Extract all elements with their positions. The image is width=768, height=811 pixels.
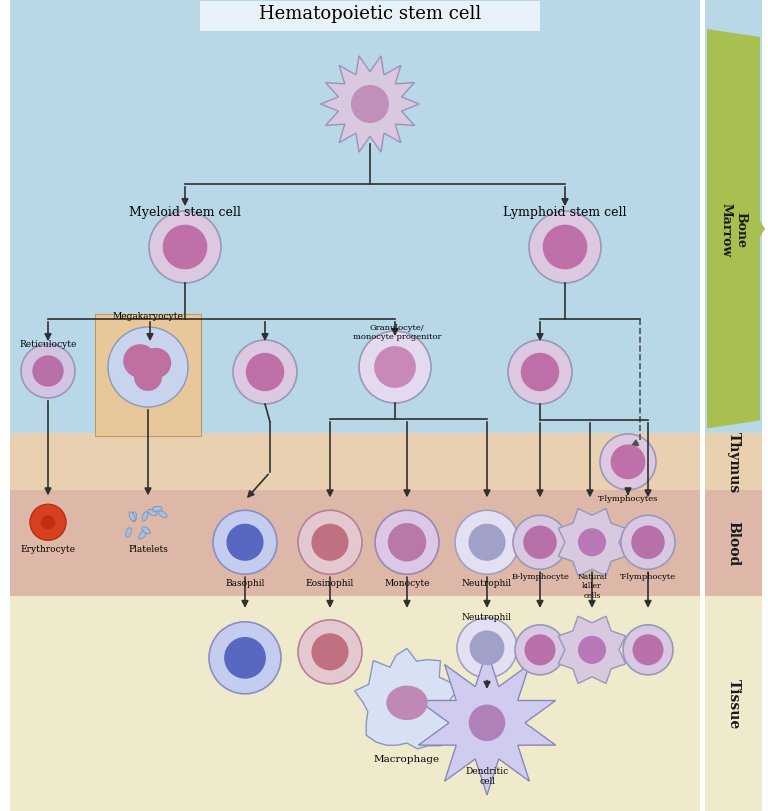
Polygon shape (419, 650, 556, 795)
Ellipse shape (126, 528, 131, 538)
Text: Myeloid stem cell: Myeloid stem cell (129, 206, 241, 219)
Circle shape (351, 86, 389, 124)
Ellipse shape (147, 510, 157, 517)
Bar (10, 596, 700, 811)
Text: Reticulocyte: Reticulocyte (19, 340, 77, 349)
Circle shape (163, 225, 207, 270)
Text: Platelets: Platelets (128, 545, 168, 554)
Text: Blood: Blood (727, 521, 740, 566)
Circle shape (388, 523, 426, 562)
Bar (10, 0, 700, 434)
Text: Megakaryocyte: Megakaryocyte (113, 311, 184, 320)
Text: Neutrophil: Neutrophil (462, 612, 512, 621)
Ellipse shape (158, 511, 167, 518)
Circle shape (529, 212, 601, 284)
Circle shape (213, 511, 277, 574)
Circle shape (246, 354, 284, 392)
Bar (705, 434, 762, 491)
Polygon shape (558, 616, 626, 684)
Text: Basophil: Basophil (225, 578, 265, 587)
Circle shape (149, 212, 221, 284)
Text: Macrophage: Macrophage (374, 754, 440, 763)
Circle shape (41, 516, 55, 530)
Bar (705, 0, 762, 434)
Circle shape (298, 511, 362, 574)
Circle shape (578, 529, 606, 556)
Ellipse shape (152, 507, 162, 512)
Circle shape (209, 622, 281, 694)
Circle shape (623, 625, 673, 675)
Ellipse shape (142, 512, 148, 521)
Text: Granulocyte/
monocyte progenitor: Granulocyte/ monocyte progenitor (353, 324, 442, 341)
Polygon shape (355, 649, 458, 749)
Ellipse shape (139, 531, 146, 539)
Circle shape (513, 516, 567, 569)
Circle shape (457, 618, 517, 678)
Circle shape (30, 504, 66, 541)
Bar (10, 491, 700, 596)
Text: B-lymphocyte: B-lymphocyte (511, 573, 569, 581)
Text: Natural
killer
cells: Natural killer cells (578, 573, 607, 599)
Bar (10, 434, 700, 491)
Circle shape (523, 526, 557, 560)
Circle shape (224, 637, 266, 679)
Circle shape (298, 620, 362, 684)
Circle shape (374, 346, 416, 388)
Circle shape (543, 225, 588, 270)
Circle shape (578, 636, 606, 664)
Circle shape (611, 445, 645, 479)
Polygon shape (558, 509, 626, 577)
Circle shape (21, 345, 75, 398)
Circle shape (633, 634, 664, 666)
Circle shape (108, 328, 188, 407)
Text: T-lymphocytes: T-lymphocytes (598, 494, 658, 502)
Ellipse shape (131, 513, 137, 522)
Circle shape (468, 524, 505, 561)
Circle shape (455, 511, 519, 574)
Bar (200, 2, 540, 32)
Circle shape (468, 705, 505, 741)
Circle shape (227, 524, 263, 561)
Circle shape (375, 511, 439, 574)
Text: Dendritic
cell: Dendritic cell (465, 766, 508, 785)
Text: Hematopoietic stem cell: Hematopoietic stem cell (259, 5, 481, 23)
Circle shape (631, 526, 665, 560)
Ellipse shape (129, 512, 135, 521)
Circle shape (141, 349, 171, 379)
Text: Eosinophil: Eosinophil (306, 578, 354, 587)
Circle shape (312, 524, 349, 561)
Ellipse shape (386, 686, 428, 720)
Circle shape (359, 332, 431, 404)
Bar (705, 491, 762, 596)
Circle shape (621, 516, 675, 569)
Ellipse shape (142, 527, 151, 534)
Circle shape (508, 341, 572, 405)
Text: Tissue: Tissue (727, 679, 740, 728)
Circle shape (521, 354, 559, 392)
Bar (705, 596, 762, 811)
Polygon shape (707, 30, 765, 429)
Circle shape (525, 634, 555, 666)
FancyBboxPatch shape (95, 315, 201, 436)
Circle shape (600, 435, 656, 490)
Circle shape (233, 341, 297, 405)
Circle shape (312, 633, 349, 671)
Text: Monocyte: Monocyte (384, 578, 430, 587)
Text: Thymus: Thymus (727, 431, 740, 493)
Text: Neutrophil: Neutrophil (462, 578, 512, 587)
Text: T-lymphocyte: T-lymphocyte (620, 573, 676, 581)
Text: Erythrocyte: Erythrocyte (21, 545, 75, 554)
Circle shape (32, 356, 64, 387)
Text: Bone
Marrow: Bone Marrow (720, 203, 747, 256)
Circle shape (123, 345, 157, 379)
Text: Lymphoid stem cell: Lymphoid stem cell (503, 206, 627, 219)
Circle shape (469, 631, 505, 665)
Circle shape (515, 625, 565, 675)
Circle shape (134, 363, 162, 392)
Polygon shape (320, 57, 419, 153)
